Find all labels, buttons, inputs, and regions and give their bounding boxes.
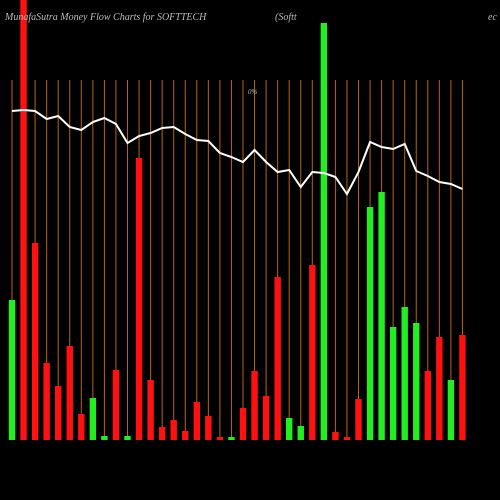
- money-flow-line: [11, 108, 463, 196]
- bar: [20, 0, 27, 440]
- bar: [389, 327, 397, 440]
- bar: [320, 23, 328, 440]
- bar: [147, 380, 154, 440]
- bar: [135, 158, 143, 440]
- chart-title: MunafaSutra Money Flow Charts for SOFTTE…: [4, 12, 207, 23]
- bar: [78, 414, 85, 440]
- bar: [366, 207, 374, 440]
- bar: [158, 427, 166, 440]
- bar: [66, 346, 73, 440]
- bar: [182, 431, 189, 440]
- bar: [274, 277, 281, 440]
- bar: [378, 192, 385, 440]
- bar: [124, 436, 131, 440]
- bar: [112, 370, 120, 440]
- bar: [297, 426, 304, 440]
- bar: [459, 335, 466, 440]
- bar: [343, 437, 351, 440]
- bar: [355, 399, 362, 440]
- bar: [31, 243, 39, 440]
- bar: [170, 420, 177, 440]
- bar: [401, 307, 408, 440]
- bar: [193, 402, 200, 440]
- bar: [8, 300, 16, 440]
- bar: [89, 398, 97, 440]
- bar: [332, 432, 339, 440]
- bar: [447, 380, 455, 440]
- bar: [413, 323, 420, 440]
- bar: [205, 416, 212, 440]
- annotation: 0%: [248, 88, 258, 96]
- bar: [101, 436, 108, 440]
- chart-subtitle-tail: ec: [488, 12, 497, 23]
- bar: [43, 363, 50, 440]
- bar: [228, 437, 235, 440]
- bar: [436, 337, 443, 440]
- marks: [8, 0, 466, 440]
- bar: [216, 437, 224, 440]
- chart-subtitle: (Softt: [275, 12, 297, 23]
- bar: [251, 371, 258, 440]
- bar: [286, 418, 293, 440]
- bar: [55, 386, 62, 440]
- bar: [309, 265, 316, 440]
- bar: [424, 371, 431, 440]
- bar: [239, 408, 247, 440]
- bar: [262, 396, 270, 440]
